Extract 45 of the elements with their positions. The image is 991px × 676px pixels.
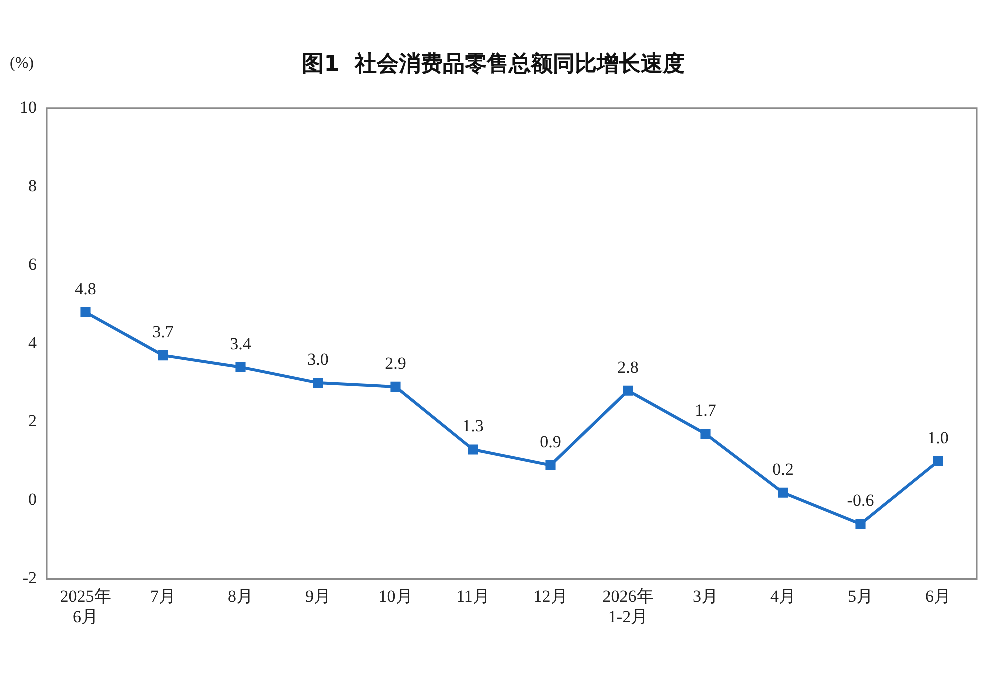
point bbox=[468, 444, 478, 455]
y-tick-label: 4 bbox=[28, 333, 38, 352]
data-label: 1.0 bbox=[928, 428, 949, 448]
x-tick-label: 2025年 6月 bbox=[60, 586, 112, 626]
point bbox=[236, 362, 246, 372]
data-label: 0.2 bbox=[772, 460, 794, 479]
chart-title: 图1 社会消费品零售总额同比增长速度 bbox=[302, 50, 685, 77]
x-tick-label: 8月 bbox=[228, 586, 254, 606]
point bbox=[856, 519, 866, 530]
data-label: 0.9 bbox=[540, 432, 562, 452]
data-label: 1.3 bbox=[462, 416, 484, 436]
x-tick-label: 10月 bbox=[378, 586, 413, 606]
x-tick-label: 9月 bbox=[306, 586, 331, 606]
x-tick-label: 4月 bbox=[770, 586, 796, 606]
x-tick-label: 6月 bbox=[926, 586, 951, 606]
x-tick-label: 3月 bbox=[693, 586, 718, 606]
point bbox=[158, 350, 168, 361]
x-tick-label: 11月 bbox=[456, 586, 490, 606]
y-tick-label: 10 bbox=[20, 98, 37, 117]
point bbox=[623, 386, 634, 396]
data-label: 3.7 bbox=[152, 322, 174, 342]
point bbox=[80, 307, 91, 318]
data-label: 4.8 bbox=[75, 279, 96, 298]
point bbox=[546, 460, 556, 470]
data-label: 3.4 bbox=[230, 334, 252, 354]
point bbox=[390, 382, 401, 392]
data-label: 2.9 bbox=[385, 354, 406, 373]
data-label: 2.8 bbox=[618, 358, 639, 377]
x-tick-label: 12月 bbox=[534, 586, 568, 606]
point bbox=[933, 456, 944, 467]
x-tick-label: 2026年 1-2月 bbox=[602, 586, 654, 626]
point bbox=[700, 429, 711, 440]
y-tick-label: 6 bbox=[28, 254, 37, 274]
data-label: 3.0 bbox=[308, 350, 329, 369]
y-tick-label: 8 bbox=[28, 176, 37, 196]
data-label: -0.6 bbox=[847, 491, 874, 510]
x-tick-label: 7月 bbox=[150, 586, 176, 606]
point bbox=[778, 488, 788, 498]
y-tick-label: -2 bbox=[22, 568, 37, 588]
y-axis-title: (%) bbox=[10, 55, 34, 72]
data-label: 1.7 bbox=[695, 401, 717, 420]
point bbox=[313, 378, 324, 388]
x-tick-label: 5月 bbox=[848, 586, 874, 606]
y-tick-label: 0 bbox=[28, 490, 37, 510]
y-tick-label: 2 bbox=[28, 412, 37, 431]
